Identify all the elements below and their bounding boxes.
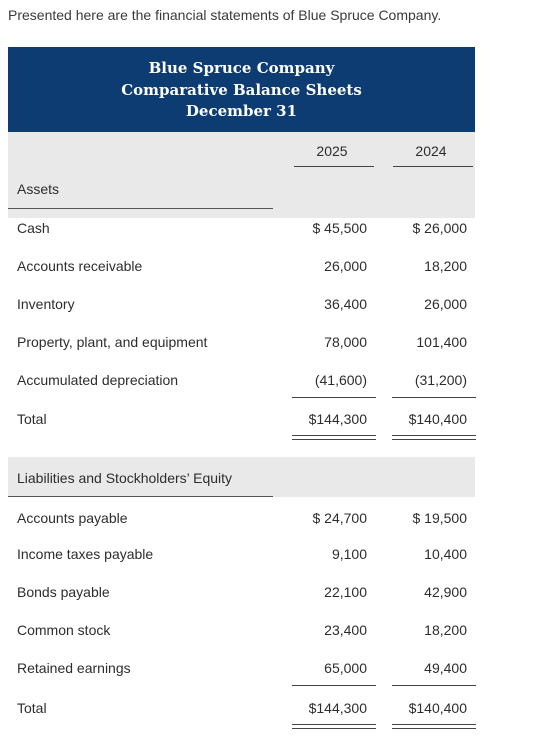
row-label: Bonds payable xyxy=(17,584,110,600)
liabilities-title-rule xyxy=(8,496,273,497)
table-row: Accounts payable $ 24,700 $ 19,500 xyxy=(8,510,475,540)
row-label: Property, plant, and equipment xyxy=(17,334,208,350)
row-label: Accounts payable xyxy=(17,510,128,526)
value-2025: $ 24,700 xyxy=(312,510,368,526)
statement-title: Comparative Balance Sheets xyxy=(121,81,362,99)
table-row: Income taxes payable 9,100 10,400 xyxy=(8,546,475,576)
value-2024: 18,200 xyxy=(424,258,467,274)
table-row: Inventory 36,400 26,000 xyxy=(8,296,475,326)
value-2025: 22,100 xyxy=(324,584,367,600)
value-2025: 23,400 xyxy=(324,622,367,638)
assets-title: Assets xyxy=(17,181,60,197)
year-2024-header: 2024 xyxy=(415,143,447,159)
table-row: Retained earnings 65,000 49,400 xyxy=(8,660,475,690)
year-2025-header: 2025 xyxy=(316,143,348,159)
table-row: Property, plant, and equipment 78,000 10… xyxy=(8,334,475,364)
value-2024: 10,400 xyxy=(424,546,467,562)
row-label: Inventory xyxy=(17,296,75,312)
row-label: Cash xyxy=(17,220,50,236)
row-label: Accounts receivable xyxy=(17,258,143,274)
value-2025: (41,600) xyxy=(314,372,367,388)
value-2024: (31,200) xyxy=(414,372,467,388)
table-row: Bonds payable 22,100 42,900 xyxy=(8,584,475,614)
liabilities-title: Liabilities and Stockholders’ Equity xyxy=(17,470,233,486)
row-label: Income taxes payable xyxy=(17,546,154,562)
value-2025: 65,000 xyxy=(324,660,367,676)
table-row: Accumulated depreciation (41,600) (31,20… xyxy=(8,372,475,402)
value-2024: $140,400 xyxy=(408,700,467,716)
value-2024: 49,400 xyxy=(424,660,467,676)
subtotal-rule xyxy=(292,685,376,686)
year-2024-underline xyxy=(393,166,473,167)
company-name: Blue Spruce Company xyxy=(148,59,335,77)
total-double-rule xyxy=(292,724,376,729)
balance-sheet-table: Blue Spruce Company Comparative Balance … xyxy=(8,47,476,740)
intro-text: Presented here are the financial stateme… xyxy=(8,7,442,23)
value-2024: 101,400 xyxy=(416,334,467,350)
total-double-rule xyxy=(392,435,476,440)
row-label: Total xyxy=(17,700,47,716)
subtotal-rule xyxy=(392,685,476,686)
table-row: Cash $ 45,500 $ 26,000 xyxy=(8,220,475,250)
value-2025: 78,000 xyxy=(324,334,367,350)
total-double-rule xyxy=(392,724,476,729)
value-2024: $ 19,500 xyxy=(412,510,468,526)
value-2025: 26,000 xyxy=(324,258,367,274)
assets-title-rule xyxy=(8,208,273,209)
row-label: Accumulated depreciation xyxy=(17,372,179,388)
subtotal-rule xyxy=(292,397,376,398)
value-2025: $ 45,500 xyxy=(312,220,368,236)
value-2025: $144,300 xyxy=(308,411,367,427)
value-2024: $140,400 xyxy=(408,411,467,427)
row-label: Total xyxy=(17,411,47,427)
table-row-total: Total $144,300 $140,400 xyxy=(8,411,475,441)
row-label: Retained earnings xyxy=(17,660,131,676)
value-2025: 36,400 xyxy=(324,296,367,312)
value-2024: $ 26,000 xyxy=(412,220,468,236)
year-2025-underline xyxy=(294,166,374,167)
value-2024: 26,000 xyxy=(424,296,467,312)
total-double-rule xyxy=(292,435,376,440)
table-row-total: Total $144,300 $140,400 xyxy=(8,700,475,730)
value-2025: 9,100 xyxy=(331,546,367,562)
value-2024: 42,900 xyxy=(424,584,467,600)
row-label: Common stock xyxy=(17,622,111,638)
value-2025: $144,300 xyxy=(308,700,367,716)
liabilities-section-header: Liabilities and Stockholders’ Equity xyxy=(8,457,475,497)
statement-header: Blue Spruce Company Comparative Balance … xyxy=(8,47,475,132)
subtotal-rule xyxy=(392,397,476,398)
statement-date: December 31 xyxy=(185,102,298,120)
table-row: Accounts receivable 26,000 18,200 xyxy=(8,258,475,288)
assets-section-header: Assets xyxy=(8,169,475,209)
value-2024: 18,200 xyxy=(424,622,467,638)
table-row: Common stock 23,400 18,200 xyxy=(8,622,475,652)
